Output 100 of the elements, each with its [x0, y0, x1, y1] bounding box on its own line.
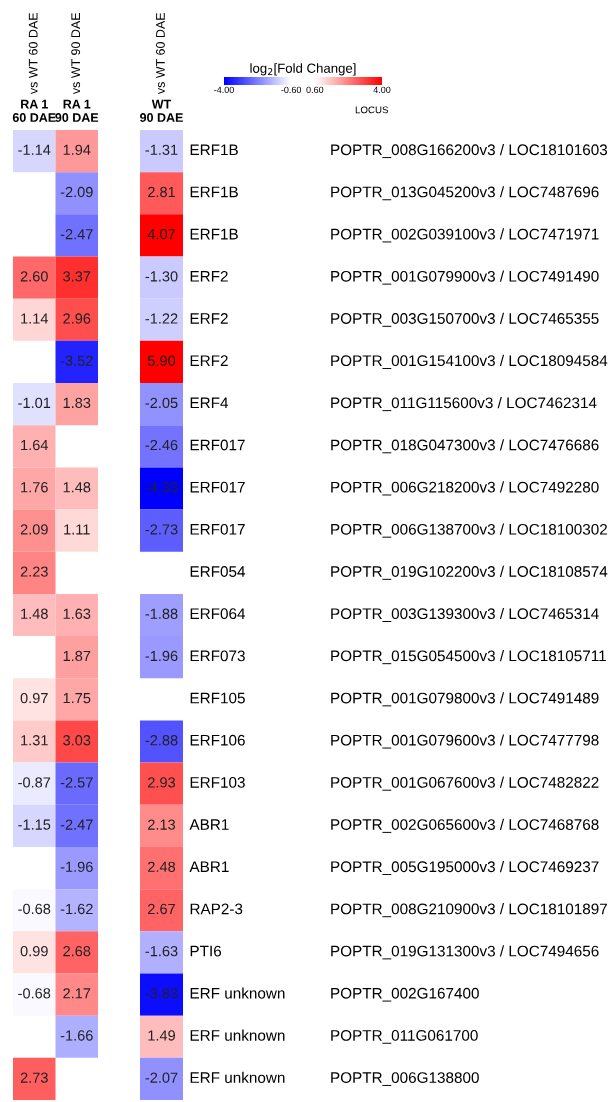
y-tick-label: ERF106 — [190, 734, 245, 746]
data-label: -3.52 — [60, 355, 93, 366]
y2-tick-label: POPTR_003G150700v3 / LOC7465355 — [331, 312, 599, 327]
data-label: 1.48 — [21, 608, 48, 619]
y2-tick-label: POPTR_001G079600v3 / LOC7477798 — [331, 734, 599, 749]
y-tick-label: ABR1 — [189, 819, 229, 830]
y2-tick-label: POPTR_013G045200v3 / LOC7487696 — [331, 186, 599, 201]
data-label: -1.62 — [60, 903, 93, 915]
y2-tick-label: POPTR_008G166200v3 / LOC18101603 — [331, 143, 608, 159]
y-tick-label: ERF1B — [190, 186, 238, 198]
data-label: 3.03 — [63, 735, 91, 746]
data-label: -2.05 — [145, 397, 178, 409]
data-label: 2.60 — [20, 271, 48, 282]
color-bar-label: 0.60 — [306, 86, 324, 94]
y2-tick-label: POPTR_001G154100v3 / LOC18094584 — [331, 354, 608, 369]
data-label: 5.90 — [147, 355, 176, 366]
x-tick-label: WT 90 DAE — [140, 99, 183, 122]
data-label: 2.23 — [20, 566, 48, 577]
y2-tick-label: POPTR_019G131300v3 / LOC7494656 — [331, 945, 599, 960]
data-label: 1.83 — [63, 397, 91, 409]
y-tick-label: ERF054 — [190, 566, 246, 577]
data-label: -3.83 — [145, 988, 178, 999]
data-label: -2.57 — [60, 777, 93, 788]
data-label: -2.73 — [145, 524, 178, 535]
y-tick-label: ERF105 — [190, 692, 245, 704]
data-label: -2.47 — [60, 229, 93, 240]
y-tick-label: ERF4 — [190, 397, 229, 409]
y-tick-label: ERF073 — [190, 650, 245, 662]
y2-tick-label: POPTR_019G102200v3 / LOC18108574 — [331, 565, 608, 580]
data-label: 1.49 — [148, 1030, 175, 1041]
data-label: -1.96 — [145, 650, 178, 662]
data-label: -2.88 — [145, 735, 178, 746]
data-label: 2.48 — [148, 861, 176, 872]
data-label: 1.87 — [63, 650, 91, 662]
data-label: -1.22 — [145, 313, 178, 324]
data-label: 2.81 — [148, 186, 175, 198]
data-label: 2.67 — [148, 903, 175, 915]
data-label: -2.09 — [60, 186, 93, 198]
y2-tick-label: POPTR_018G047300v3 / LOC7476686 — [331, 439, 599, 454]
y-tick-label: RAP2-3 — [190, 903, 243, 915]
data-label: 2.09 — [20, 524, 48, 535]
y-tick-label: ERF unknown — [190, 987, 285, 999]
data-label: 2.17 — [63, 988, 91, 999]
data-label: 1.11 — [64, 524, 90, 535]
y2-tick-label: POPTR_008G210900v3 / LOC18101897 — [331, 903, 607, 918]
data-label: 2.73 — [20, 1072, 48, 1083]
y-tick-label: ERF unknown — [190, 1029, 285, 1041]
x-tick-label: RA 1 90 DAE — [55, 99, 99, 122]
data-label: 2.93 — [148, 777, 176, 788]
data-label: -1.88 — [145, 608, 178, 619]
y2-tick-label: POPTR_003G139300v3 / LOC7465314 — [331, 607, 599, 622]
y2-tick-label: POPTR_005G195000v3 / LOC7469237 — [331, 860, 599, 876]
data-label: -4.33 — [145, 482, 178, 493]
y-tick-label: ERF2 — [190, 313, 228, 324]
y-tick-label: ERF2 — [190, 355, 228, 366]
data-label: 1.63 — [63, 608, 91, 619]
data-label: -1.96 — [60, 861, 93, 872]
data-label: -1.66 — [60, 1030, 93, 1041]
y2-tick-label: POPTR_002G039100v3 / LOC7471971 — [331, 228, 599, 243]
color-bar-label: 4.00 — [373, 86, 391, 94]
y-tick-label: ERF017 — [190, 523, 245, 535]
data-label: 1.48 — [63, 482, 91, 493]
text: vs WT 60 DAE — [156, 12, 165, 95]
data-label: -1.31 — [145, 144, 178, 155]
color-bar-title: log$_{2}$[Fold Change] — [250, 63, 356, 76]
data-label: 2.68 — [63, 945, 91, 957]
y2-tick-label: POPTR_011G115600v3 / LOC7462314 — [331, 397, 597, 412]
data-label: -2.46 — [145, 439, 178, 451]
y-tick-label: ERF017 — [190, 439, 245, 451]
data-label: -1.14 — [18, 144, 51, 155]
y2-tick-label: POPTR_001G067600v3 / LOC7482822 — [331, 776, 599, 791]
data-label: 0.97 — [20, 692, 48, 704]
y2-tick-label: POPTR_006G138700v3 / LOC18100302 — [331, 523, 607, 538]
data-label: -2.47 — [60, 819, 93, 830]
data-label: 0.99 — [20, 945, 48, 957]
y2-tick-label: POPTR_002G065600v3 / LOC7468768 — [331, 818, 599, 833]
y2-tick-label: POPTR_011G061700 — [331, 1030, 478, 1044]
y-tick-label: ABR1 — [189, 861, 229, 872]
data-label: 2.96 — [63, 313, 91, 324]
text: vs WT 60 DAE — [28, 12, 38, 95]
data-label: 3.37 — [63, 271, 91, 282]
data-label: -0.87 — [18, 777, 51, 788]
data-label: 1.76 — [21, 482, 48, 493]
data-label: 1.64 — [21, 439, 49, 451]
y-tick-label: ERF1B — [190, 228, 238, 240]
y-tick-label: PTI6 — [190, 945, 222, 957]
x-tick-label: RA 1 60 DAE — [12, 99, 56, 122]
data-label: 1.94 — [63, 144, 91, 155]
y2-tick-label: POPTR_001G079900v3 / LOC7491490 — [331, 270, 599, 285]
data-label: -1.15 — [18, 819, 51, 830]
data-label: 4.07 — [147, 229, 175, 240]
text: vs WT 90 DAE — [71, 12, 81, 95]
data-label: -1.01 — [18, 397, 51, 409]
y-tick-label: ERF unknown — [190, 1071, 285, 1084]
y2-tick-label: POPTR_006G218200v3 / LOC7492280 — [331, 481, 599, 496]
data-label: 1.31 — [21, 735, 48, 746]
color-bar-label: -0.60 — [281, 86, 302, 94]
y-tick-label: ERF2 — [190, 270, 228, 282]
data-label: -2.07 — [145, 1072, 178, 1083]
data-label: -1.63 — [145, 945, 178, 957]
